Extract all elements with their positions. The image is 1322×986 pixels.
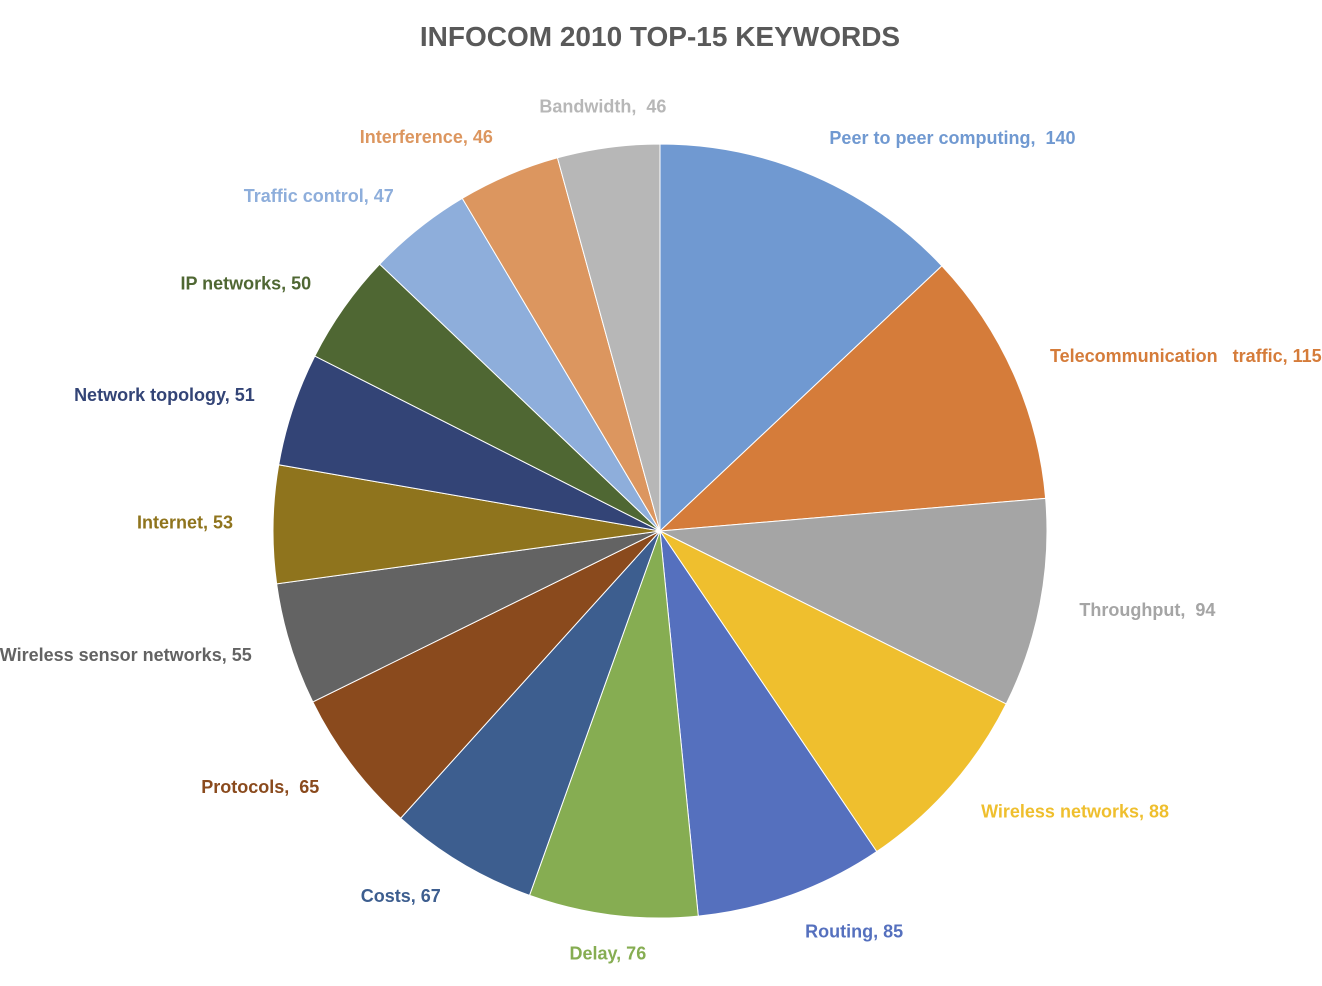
slice-label-5: Delay, 76: [569, 944, 646, 964]
pie-slice-6: [399, 530, 661, 896]
pie-slice-5: [528, 530, 699, 919]
pie-slice-7: [312, 530, 661, 819]
slice-label-14: Bandwidth, 46: [539, 97, 666, 117]
slice-label-2: Throughput, 94: [1079, 600, 1215, 620]
slice-label-0: Peer to peer computing, 140: [829, 128, 1075, 148]
slice-label-6: Costs, 67: [361, 886, 441, 906]
slice-label-13: Interference, 46: [360, 127, 493, 147]
pie-slice-1: [658, 265, 1047, 532]
pie-slice-4: [659, 530, 878, 917]
chart-title: INFOCOM 2010 TOP-15 KEYWORDS: [420, 21, 900, 52]
slice-label-8: Wireless sensor networks, 55: [0, 645, 252, 665]
pie-slice-3: [658, 529, 1007, 853]
slice-label-1: Telecommunication traffic, 115: [1050, 346, 1322, 366]
slice-label-10: Network topology, 51: [74, 385, 255, 405]
slice-label-9: Internet, 53: [137, 512, 233, 532]
pie-slices: [272, 143, 1048, 919]
pie-slice-0: [659, 143, 943, 533]
slice-label-4: Routing, 85: [805, 921, 903, 941]
slice-labels: Peer to peer computing, 140 Telecommunica…: [0, 97, 1322, 964]
pie-slice-14: [556, 143, 661, 532]
slice-label-3: Wireless networks, 88: [981, 801, 1169, 821]
slice-label-12: Traffic control, 47: [244, 186, 394, 206]
slice-label-7: Protocols, 65: [201, 777, 319, 797]
pie-slice-2: [658, 497, 1048, 705]
slice-label-11: IP networks, 50: [180, 273, 311, 293]
